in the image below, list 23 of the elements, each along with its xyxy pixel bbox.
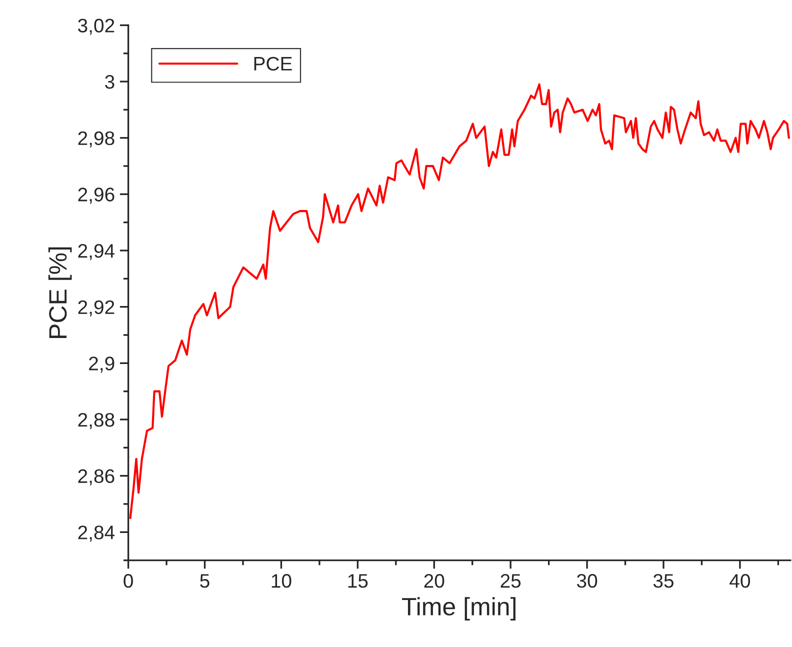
x-tick-label: 20 [424,574,444,588]
x-tick-label: 0 [124,574,133,588]
y-tick-label: 2,96 [78,188,114,204]
x-tick-label: 15 [348,574,368,588]
y-tick-label: 3 [105,75,114,89]
legend-label: PCE [254,56,292,71]
y-tick-label: 2,88 [78,412,114,430]
line-series [129,83,790,520]
x-tick-label: 25 [500,574,521,588]
y-tick-label: 3,02 [78,18,114,35]
y-tick-label: 2,94 [78,244,115,260]
x-tick-label: 30 [576,574,598,588]
x-tick-label: 35 [653,574,674,588]
y-tick-label: 2,92 [78,300,114,316]
y-tick-label: 2,98 [78,131,114,148]
x-axis-title: Time [min] [402,597,516,620]
y-tick-label: 2,84 [78,526,115,542]
y-tick-label: 2,86 [78,469,114,486]
y-tick-label: 2,9 [89,356,114,373]
x-tick-label: 5 [200,574,210,588]
x-tick-label: 10 [272,574,292,588]
x-tick-label: 40 [730,574,750,588]
y-axis-title: PCE [%] [48,247,72,338]
